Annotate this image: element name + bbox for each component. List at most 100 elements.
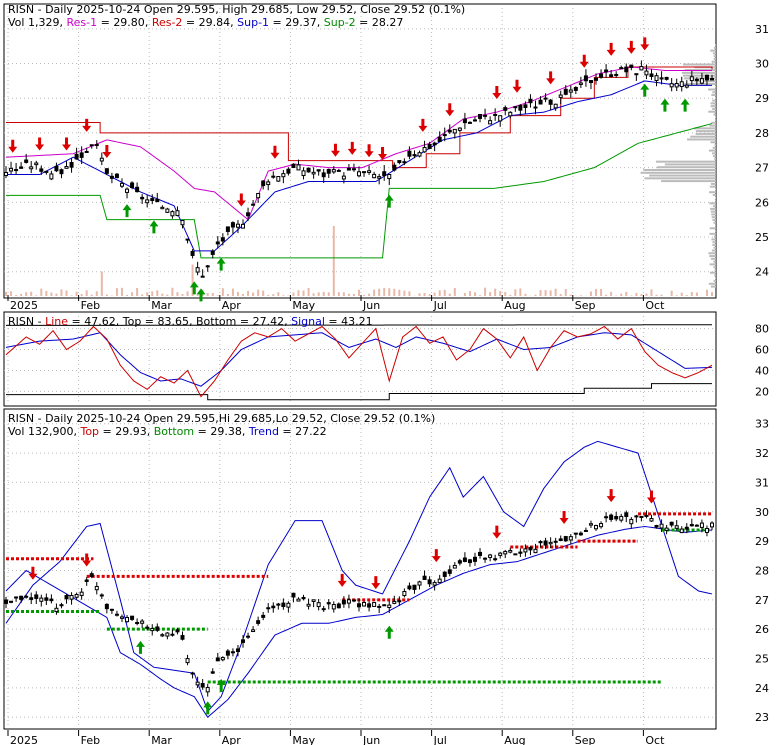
candle-body [205,686,210,693]
volume-bar [90,294,93,296]
sell-arrow [347,141,357,155]
y-tick-label: 24 [755,266,769,279]
candle-body [29,166,34,170]
candle-body [326,168,331,174]
volume-profile-bar [681,71,716,74]
candle-body [467,121,472,124]
stochastic-header: RISN - Line = 47.62, Top = 83.65, Bottom… [8,315,373,328]
price-header-line2: Vol 1,329, Res-1 = 29.80, Res-2 = 29.84,… [8,16,403,29]
volume-profile-bar [709,255,716,258]
volume-profile-bar [711,152,716,155]
volume-bar [373,289,376,296]
candle-body [573,86,578,91]
volume-profile-bar [713,266,716,269]
candle-body [130,182,135,188]
candle-body [609,74,614,78]
volume-bar [262,290,265,296]
volume-bar [358,289,360,296]
candle-body [659,523,664,529]
candle-body [346,599,351,604]
sell-arrow [418,118,428,132]
y-tick-label: 31 [755,476,769,489]
y-tick-label: 29 [755,535,769,548]
candle-body [538,541,543,544]
y-tick-label: 25 [755,231,769,244]
candle-body [382,604,387,607]
candle-body [336,603,341,609]
sell-arrow [626,40,636,54]
price-arrows [8,37,690,302]
candle-body [9,600,14,603]
volume-bar [630,295,633,296]
buy-arrow [216,678,226,692]
volume-bar [504,292,507,296]
volume-bar [468,291,471,296]
candle-body [558,538,563,542]
volume-bar [489,292,492,296]
candle-body [44,597,49,601]
volume-profile-bar [712,218,716,221]
volume-bar [388,288,391,296]
bands-y-axis: 23 24 25 26 27 28 29 30 31 32 33 [755,418,769,724]
volume-bar [433,292,436,296]
candle-body [412,584,417,590]
volume-bar [549,290,552,296]
volume-profile-bar [709,271,716,274]
volume-profile-bar [710,102,716,105]
resistance-line [6,66,713,169]
candle-body [34,594,39,599]
y-tick-label: 29 [755,92,769,105]
buy-arrow [149,220,159,234]
volume-bar [65,290,68,296]
candle-body [195,681,200,686]
volume-bar [216,295,219,296]
x-tick-label: 2025 [10,734,38,745]
volume-bar [302,290,305,296]
candle-body [69,162,74,168]
candle-body [74,593,79,598]
candle-body [54,165,59,172]
candle-body [624,66,629,73]
candle-body [397,600,402,603]
volume-profile-bar [695,130,716,133]
volume-profile-bar [643,169,716,172]
price-x-axis: 2025 Feb Mar Apr May Jun Jul Aug Sep Oct [7,295,665,312]
candle-body [341,175,346,180]
x-tick-label: Jun [362,299,380,312]
volume-bar [479,295,482,296]
x-tick-label: Oct [645,299,665,312]
candle-body [483,557,488,560]
candle-body [246,212,251,217]
volume-profile-bar [694,80,716,83]
candle-body [447,129,452,133]
candle-body [271,175,276,178]
volume-bar [141,294,144,296]
volume-bar [226,293,229,296]
bands-x-axis: 2025 Feb Mar Apr May Jun Jul Aug Sep Oct [7,730,665,745]
candle-body [417,581,422,586]
candle-body [488,554,493,558]
candle-body [140,620,145,624]
volume-profile-bar [713,113,716,116]
volume-bar [453,287,456,296]
candle-body [427,579,432,585]
candle-body [59,169,64,175]
candle-body [69,595,74,600]
y-tick-label: 33 [755,418,769,431]
y-tick-label: 24 [755,682,769,695]
volume-bar [196,294,199,296]
candle-body [150,198,155,201]
candle-body [9,167,14,172]
x-tick-label: Mar [151,734,172,745]
volume-profile-bar [690,135,716,138]
y-tick-label: 28 [755,564,769,577]
candle-body [427,143,432,149]
candle-body [573,532,578,535]
volume-bar [711,292,713,296]
y-tick-label: 27 [755,594,769,607]
volume-bar [443,289,446,296]
candle-body [135,621,140,624]
volume-profile-bar [710,285,716,288]
volume-bar [438,290,441,296]
